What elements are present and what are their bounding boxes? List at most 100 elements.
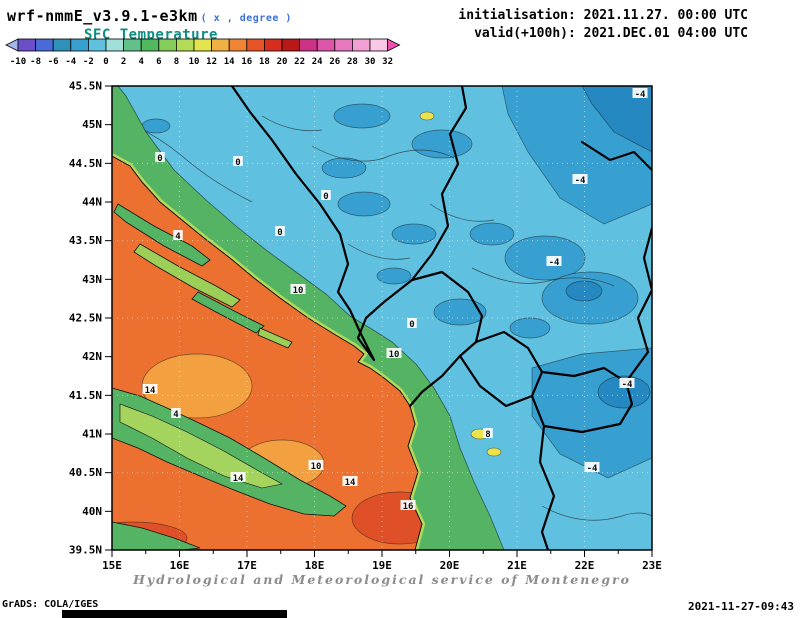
lat-label: 43N <box>82 273 102 286</box>
contour-label: 0 <box>277 228 282 238</box>
warm-spot <box>486 447 502 457</box>
contour-label: 4 <box>175 232 181 242</box>
country-border <box>458 330 544 408</box>
lon-label: 16E <box>170 559 190 572</box>
lat-label: 40.5N <box>69 466 102 479</box>
contour-line <box>261 115 323 132</box>
contour-line <box>471 267 615 287</box>
colorbar-tick-label: 10 <box>189 57 200 67</box>
contour-line <box>429 203 495 222</box>
colorbar-cell <box>211 38 230 52</box>
cold-region <box>411 129 473 159</box>
dalmatian-island <box>133 243 241 308</box>
cold-region <box>333 103 391 129</box>
contour-label-box <box>321 190 331 200</box>
lat-label: 45N <box>82 118 102 131</box>
contour-label-box <box>632 88 648 98</box>
model-title: wrf-nmmE_v3.9.1-e3km( x , degree ) <box>7 7 292 25</box>
calabria-coast <box>112 521 201 550</box>
dalmatian-island <box>191 291 265 334</box>
creation-timestamp: 2021-11-27-09:43 <box>688 600 794 613</box>
contour-lines <box>112 115 652 521</box>
colorbar-cell <box>351 38 371 52</box>
contour-line <box>347 243 411 260</box>
colorbar-cell <box>175 38 195 52</box>
lat-label: 44N <box>82 196 102 209</box>
colorbar-tick-label: 0 <box>103 57 108 67</box>
cold-region <box>469 222 515 246</box>
contour-label: 8 <box>485 430 490 440</box>
dalmatian-island <box>113 203 211 267</box>
contour-label: -4 <box>549 258 560 268</box>
country-border-montenegro <box>356 270 484 408</box>
cold-region <box>391 223 437 245</box>
colorbar-tick-label: -4 <box>65 57 76 67</box>
cold-region <box>141 118 171 134</box>
contour-label: 0 <box>409 320 414 330</box>
colorbar-cell <box>70 38 89 52</box>
country-border <box>410 86 468 282</box>
colorbar-cell <box>88 38 107 52</box>
contour-label: 0 <box>157 154 162 164</box>
contour-label: 16 <box>403 502 414 512</box>
lat-label: 43.5N <box>69 234 102 247</box>
lon-label: 21E <box>507 559 527 572</box>
contour-label: 14 <box>345 478 356 488</box>
contour-label: -4 <box>575 176 586 186</box>
contour-label-box <box>483 428 493 438</box>
contour-label-box <box>572 174 588 184</box>
contour-label-box <box>173 230 183 240</box>
coastline <box>112 155 423 550</box>
colorbar-tick-label: 4 <box>138 57 144 67</box>
country-borders <box>230 86 652 550</box>
contour-label: 0 <box>235 158 240 168</box>
colorbar-cell <box>369 38 389 52</box>
contour-label-box <box>546 256 562 266</box>
colorbar-tick-label: 26 <box>329 57 340 67</box>
country-border <box>230 86 352 312</box>
colorbar-tick-label: 24 <box>312 57 323 67</box>
cold-region <box>504 235 586 281</box>
colorbar-cell <box>140 38 160 52</box>
contour-label: -4 <box>635 90 646 100</box>
service-caption: Hydrological and Meteorological service … <box>133 572 631 587</box>
lat-label: 42.5N <box>69 312 102 325</box>
colorbar-tick-label: 30 <box>365 57 376 67</box>
lon-label: 19E <box>372 559 392 572</box>
contour-label-box <box>233 156 243 166</box>
lon-label: 20E <box>440 559 460 572</box>
contour-label-box <box>407 318 417 328</box>
country-border <box>538 424 556 550</box>
colorbar-cell <box>263 38 283 52</box>
contour-label: 10 <box>293 286 304 296</box>
contour-label-box <box>142 384 158 394</box>
contour-label-box <box>230 472 246 482</box>
model-title-text: wrf-nmmE_v3.9.1-e3km <box>7 7 198 25</box>
colder-region <box>581 86 652 153</box>
colorbar-cell <box>123 38 142 52</box>
warm-spot <box>419 111 435 121</box>
lat-label: 39.5N <box>69 544 102 557</box>
colorbar-tick-label: -6 <box>48 57 59 67</box>
lat-label: 41N <box>82 428 102 441</box>
colorbar-tick-label: -8 <box>30 57 41 67</box>
contour-label: -4 <box>622 380 633 390</box>
colorbar-cell <box>246 38 265 52</box>
degree-grid <box>112 86 652 550</box>
lat-label: 42N <box>82 350 102 363</box>
lon-label: 18E <box>305 559 325 572</box>
contour-label-box <box>584 462 600 472</box>
colorbar-arrow-right <box>387 38 401 52</box>
colorbar-tick-label: 18 <box>259 57 270 67</box>
contour-label-box <box>308 460 324 470</box>
contour-label-box <box>400 500 416 510</box>
contour-label: 0 <box>323 192 328 202</box>
temperature-colorbar: -10 -8 -6 -4 -2 0 2 4 6 8 10 12 14 16 18 20 22 24 26 28 30 32 <box>5 38 401 67</box>
colorbar-tick-label: 20 <box>277 57 288 67</box>
colorbar-tick-label: 32 <box>382 57 393 67</box>
map-axes: 45.5N 45N 44.5N 44N 43.5N 43N 42.5N 42N 41.5N 41N… <box>69 80 662 573</box>
colorbar-cell <box>299 38 318 52</box>
colorbar-cell <box>52 38 72 52</box>
sea-temperature-patch <box>351 491 422 545</box>
